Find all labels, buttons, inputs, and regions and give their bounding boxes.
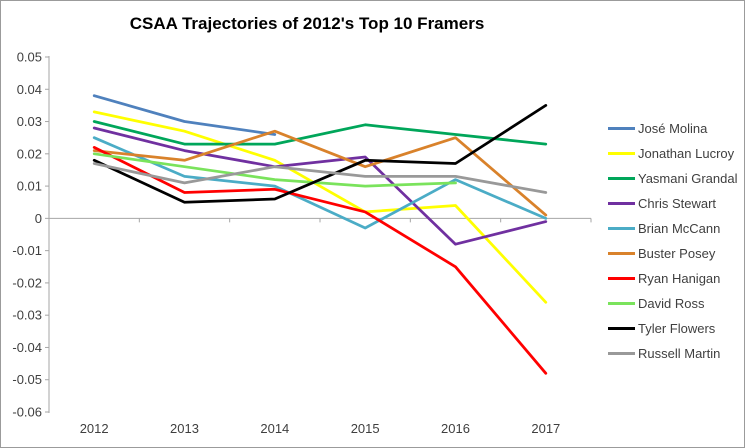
legend-item: Tyler Flowers: [608, 321, 737, 336]
y-axis-tick-label: -0.02: [12, 275, 42, 290]
series-line-jonathan-lucroy: [92, 110, 548, 304]
y-axis-tick-label: -0.04: [12, 340, 42, 355]
legend-label: Buster Posey: [638, 246, 716, 261]
series-line-buster-posey: [92, 129, 548, 217]
x-axis-tick-label: 2017: [531, 421, 560, 436]
legend-item: Russell Martin: [608, 346, 737, 361]
legend-swatch: [608, 277, 635, 280]
legend-label: José Molina: [638, 121, 708, 136]
y-axis-tick-label: 0: [35, 211, 42, 226]
legend-swatch: [608, 227, 635, 230]
y-axis-tick-label: 0.03: [17, 114, 42, 129]
legend-item: Jonathan Lucroy: [608, 146, 737, 161]
legend-label: Chris Stewart: [638, 196, 717, 211]
legend-swatch: [608, 202, 635, 205]
legend-label: Jonathan Lucroy: [638, 146, 735, 161]
legend-item: Ryan Hanigan: [608, 271, 737, 286]
series-line-chris-stewart: [92, 126, 548, 246]
y-axis-tick-label: 0.02: [17, 146, 42, 161]
legend-swatch: [608, 327, 635, 330]
legend-label: Tyler Flowers: [638, 321, 716, 336]
legend-label: David Ross: [638, 296, 705, 311]
legend: José Molina Jonathan Lucroy Yasmani Granda…: [608, 121, 737, 361]
legend-swatch: [608, 152, 635, 155]
series-line-ryan-hanigan: [92, 146, 548, 375]
legend-swatch: [608, 127, 635, 130]
x-axis-tick-label: 2012: [80, 421, 109, 436]
chart-title: CSAA Trajectories of 2012's Top 10 Frame…: [129, 14, 485, 33]
legend-item: Chris Stewart: [608, 196, 737, 211]
legend-label: Brian McCann: [638, 221, 721, 236]
y-axis-tick-label: -0.05: [12, 372, 42, 387]
series-line-jos-molina: [92, 94, 277, 136]
x-axis-tick-label: 2014: [260, 421, 289, 436]
legend-item: Brian McCann: [608, 221, 737, 236]
legend-label: Yasmani Grandal: [638, 171, 738, 186]
y-axis-tick-label: 0.05: [17, 50, 42, 65]
series-line-russell-martin: [92, 162, 548, 194]
legend-label: Ryan Hanigan: [638, 271, 721, 286]
series-line-yasmani-grandal: [92, 120, 548, 146]
y-axis-tick-label: -0.06: [12, 405, 42, 420]
y-axis-tick-label: 0.01: [17, 179, 42, 194]
x-axis-tick-label: 2015: [351, 421, 380, 436]
legend-item: Buster Posey: [608, 246, 737, 261]
x-axis-tick-label: 2013: [170, 421, 199, 436]
legend-item: José Molina: [608, 121, 737, 136]
legend-swatch: [608, 177, 635, 180]
series-line-tyler-flowers: [92, 104, 548, 204]
x-axis-tick-label: 2016: [441, 421, 470, 436]
legend-label: Russell Martin: [638, 346, 721, 361]
legend-item: Yasmani Grandal: [608, 171, 737, 186]
legend-swatch: [608, 252, 635, 255]
legend-swatch: [608, 352, 635, 355]
legend-item: David Ross: [608, 296, 737, 311]
y-axis-tick-label: -0.03: [12, 308, 42, 323]
y-axis-tick-label: -0.01: [12, 243, 42, 258]
series-line-brian-mccann: [92, 136, 548, 230]
y-axis-tick-label: 0.04: [17, 82, 42, 97]
legend-swatch: [608, 302, 635, 305]
series-line-david-ross: [92, 152, 457, 188]
